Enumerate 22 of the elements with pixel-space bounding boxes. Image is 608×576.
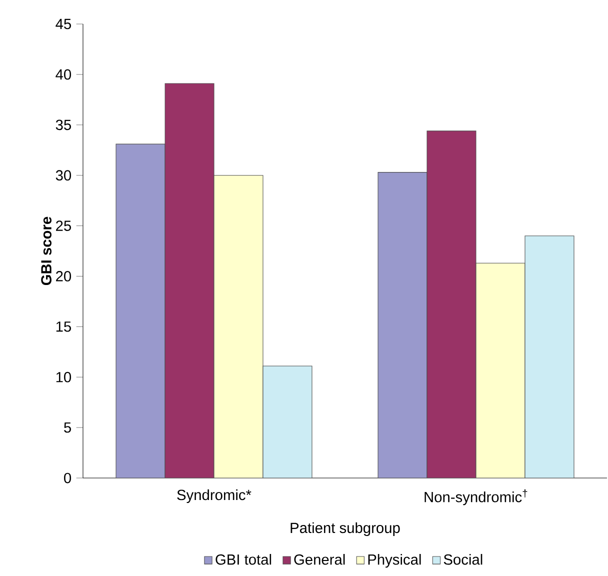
y-tick-label: 45: [56, 18, 71, 30]
legend-label: General: [294, 554, 345, 565]
y-tick-label: 35: [56, 120, 71, 130]
y-tick-label: 20: [56, 271, 72, 282]
bar: [476, 262, 526, 478]
y-tick-label: 0: [64, 472, 72, 484]
legend-label: Physical: [368, 554, 421, 568]
x-tick-label: Non-syndromic$^{†}$: [424, 489, 528, 506]
x-axis-title: Patient subgroup: [290, 522, 400, 536]
y-tick-label: 40: [56, 69, 72, 80]
bar: [524, 236, 574, 478]
legend-label: Social: [444, 554, 482, 565]
x-tick-label: Syndromic*: [177, 489, 252, 504]
bar: [262, 366, 312, 478]
y-tick-label: 5: [64, 422, 71, 433]
legend-label: GBI total: [216, 554, 272, 565]
y-tick-label: 25: [56, 220, 71, 231]
y-tick-label: 15: [56, 322, 71, 332]
y-axis-title: GBI score: [41, 216, 52, 286]
y-tick-label: 10: [56, 372, 72, 382]
bar: [214, 175, 264, 478]
y-tick-label: 30: [56, 170, 72, 181]
